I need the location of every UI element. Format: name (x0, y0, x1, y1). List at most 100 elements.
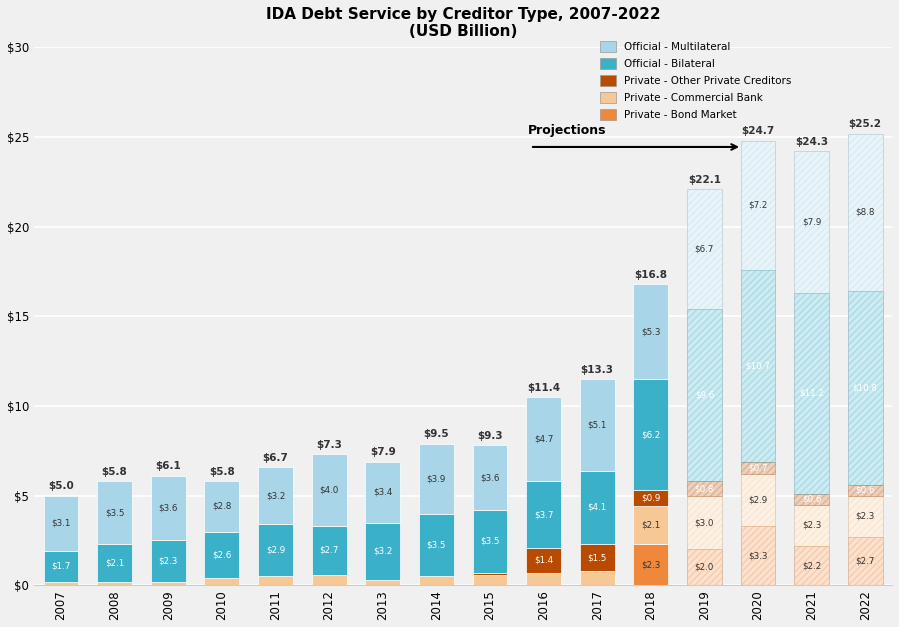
Text: $2.3: $2.3 (641, 560, 661, 569)
Text: Projections: Projections (528, 124, 606, 137)
Text: $11.4: $11.4 (527, 382, 560, 393)
Bar (151, 582, 186, 586)
Bar (687, 549, 722, 586)
Bar (741, 270, 776, 461)
Text: $3.5: $3.5 (480, 537, 500, 546)
Text: $5.3: $5.3 (641, 327, 661, 336)
Bar (312, 455, 346, 526)
Bar (687, 549, 722, 586)
Bar (741, 461, 776, 474)
Text: $3.2: $3.2 (373, 547, 392, 556)
Bar (473, 445, 507, 510)
Bar (848, 134, 883, 292)
Text: $22.1: $22.1 (688, 174, 721, 184)
Bar (151, 476, 186, 540)
Text: $2.9: $2.9 (748, 496, 768, 505)
Bar (365, 580, 400, 586)
Bar (634, 379, 668, 490)
Bar (687, 496, 722, 549)
Text: $0.7: $0.7 (748, 463, 768, 472)
Bar (580, 544, 615, 571)
Text: $3.2: $3.2 (266, 491, 285, 500)
Bar (258, 524, 293, 576)
Bar (419, 444, 454, 514)
Bar (526, 482, 561, 547)
Bar (258, 467, 293, 524)
Bar (43, 496, 78, 551)
Bar (848, 485, 883, 496)
Bar (204, 532, 239, 578)
Text: $10.7: $10.7 (745, 361, 770, 370)
Bar (634, 284, 668, 379)
Bar (687, 309, 722, 482)
Bar (580, 379, 615, 471)
Text: $8.8: $8.8 (856, 208, 875, 217)
Text: $2.0: $2.0 (695, 563, 714, 572)
Bar (419, 514, 454, 576)
Bar (43, 582, 78, 586)
Text: $9.6: $9.6 (695, 391, 714, 400)
Text: $7.2: $7.2 (748, 201, 768, 209)
Bar (794, 152, 829, 293)
Bar (848, 134, 883, 292)
Bar (741, 526, 776, 586)
Bar (848, 496, 883, 537)
Text: $3.1: $3.1 (51, 519, 71, 528)
Bar (97, 482, 132, 544)
Text: $2.6: $2.6 (212, 551, 231, 559)
Bar (687, 482, 722, 496)
Bar (687, 496, 722, 549)
Text: $0.8: $0.8 (695, 484, 714, 493)
Bar (848, 537, 883, 586)
Bar (580, 571, 615, 586)
Text: $6.1: $6.1 (156, 461, 181, 472)
Bar (741, 140, 776, 270)
Bar (258, 576, 293, 586)
Bar (151, 540, 186, 582)
Bar (634, 490, 668, 507)
Bar (741, 270, 776, 461)
Bar (848, 485, 883, 496)
Text: $2.2: $2.2 (802, 561, 822, 570)
Text: $3.6: $3.6 (158, 503, 178, 513)
Bar (365, 461, 400, 522)
Text: $3.6: $3.6 (480, 473, 500, 482)
Bar (687, 482, 722, 496)
Text: $9.3: $9.3 (477, 431, 503, 441)
Bar (741, 474, 776, 526)
Text: $6.2: $6.2 (641, 430, 661, 440)
Bar (794, 505, 829, 546)
Text: $0.9: $0.9 (641, 494, 661, 503)
Text: $5.1: $5.1 (587, 420, 607, 429)
Text: $3.5: $3.5 (105, 508, 124, 517)
Text: $2.3: $2.3 (856, 512, 875, 521)
Text: $24.7: $24.7 (742, 126, 775, 136)
Text: $3.0: $3.0 (695, 518, 714, 527)
Bar (419, 576, 454, 586)
Bar (580, 471, 615, 544)
Text: $9.5: $9.5 (423, 429, 450, 439)
Text: $2.3: $2.3 (158, 557, 178, 566)
Bar (794, 505, 829, 546)
Text: $7.3: $7.3 (316, 440, 342, 450)
Text: $16.8: $16.8 (635, 270, 667, 280)
Text: $24.3: $24.3 (795, 137, 828, 147)
Bar (97, 582, 132, 586)
Bar (634, 544, 668, 586)
Bar (687, 189, 722, 309)
Bar (473, 510, 507, 573)
Bar (687, 189, 722, 309)
Text: $6.7: $6.7 (695, 245, 714, 254)
Text: $1.7: $1.7 (51, 562, 71, 571)
Text: $5.8: $5.8 (209, 467, 235, 477)
Bar (312, 526, 346, 574)
Bar (848, 496, 883, 537)
Bar (741, 461, 776, 474)
Bar (794, 494, 829, 505)
Bar (204, 482, 239, 532)
Text: $2.8: $2.8 (212, 502, 232, 511)
Text: $3.4: $3.4 (373, 488, 392, 497)
Text: $2.1: $2.1 (105, 559, 124, 567)
Bar (312, 574, 346, 586)
Bar (794, 494, 829, 505)
